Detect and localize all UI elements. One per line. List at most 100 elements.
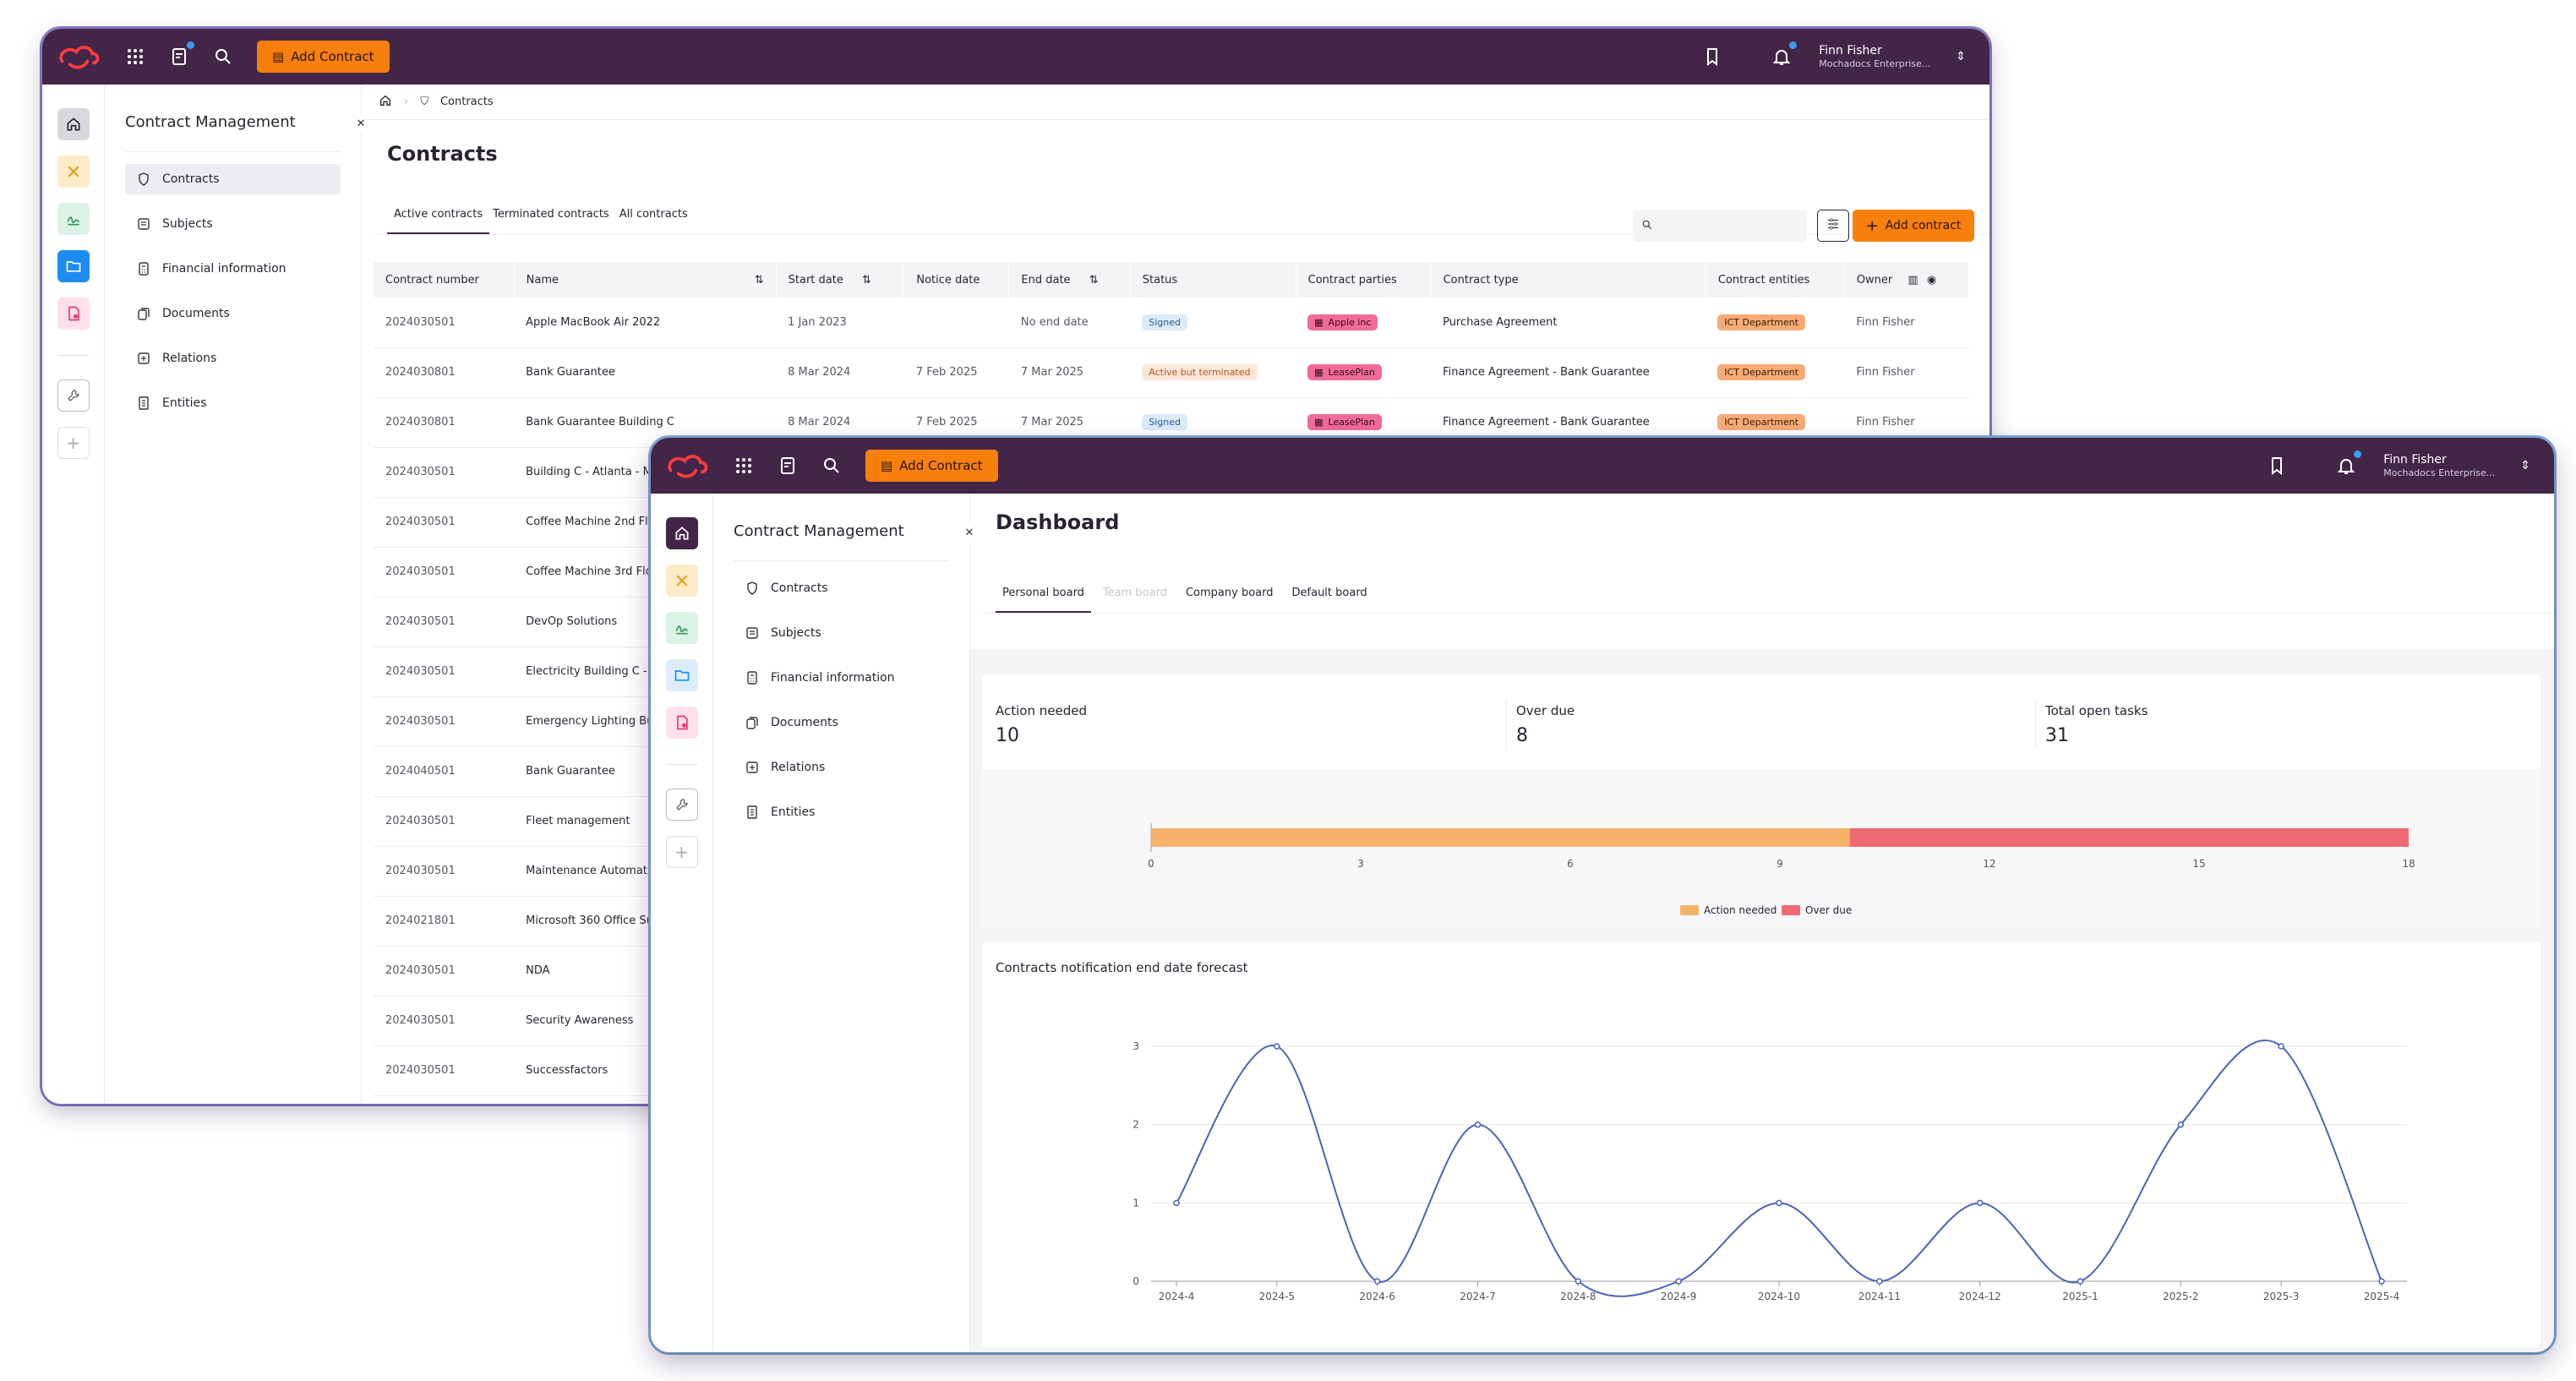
add-contract-button[interactable]: + Add contract [1853, 210, 1974, 242]
column-header[interactable]: Name ⇅ [514, 262, 777, 297]
dashboard-canvas: Action needed 10 Over due 8 Total open tas… [970, 649, 2554, 1352]
search-icon[interactable] [820, 454, 843, 478]
tab-team-board[interactable]: Team board [1102, 587, 1167, 599]
column-header[interactable]: End date ⇅ [1008, 262, 1131, 297]
bookmark-icon[interactable] [1700, 45, 1724, 68]
sidebar-item-entities[interactable]: Entities [734, 797, 949, 827]
sidebar-item-label: Documents [162, 307, 230, 320]
sidebar-item-documents[interactable]: Documents [125, 298, 341, 329]
column-header[interactable]: Status [1130, 262, 1296, 297]
search-input[interactable] [1633, 210, 1807, 242]
tab-company-board[interactable]: Company board [1185, 587, 1274, 599]
sort-icon[interactable]: ⇅ [754, 273, 764, 287]
tab-terminated-contracts[interactable]: Terminated contracts [493, 208, 609, 221]
home-icon[interactable] [57, 108, 90, 140]
folder-icon[interactable] [57, 250, 90, 282]
user-menu[interactable]: Finn Fisher Mochadocs Enterprise... [1819, 44, 1930, 69]
cell-type: Finance Agreement - Bank Guarantee [1431, 347, 1706, 398]
tasks-icon[interactable] [167, 41, 194, 68]
column-header[interactable]: Contract entities [1706, 262, 1845, 297]
tab-personal-board[interactable]: Personal board [996, 587, 1091, 613]
column-header[interactable]: Owner ▥ ◉ [1844, 262, 1970, 297]
stat-total-open-tasks[interactable]: Total open tasks 31 [2045, 703, 2148, 746]
signature-icon[interactable] [57, 203, 90, 235]
app-logo[interactable] [664, 449, 712, 483]
document-add-icon: ▤ [272, 49, 285, 64]
entity-badge[interactable]: ICT Department [1717, 314, 1806, 330]
collapse-sidebar-icon[interactable]: ✕ [351, 113, 371, 134]
sidebar-item-relations[interactable]: Relations [734, 752, 949, 783]
sidebar-item-financial[interactable]: Financial information [734, 663, 949, 693]
add-contract-top-button[interactable]: ▤ Add Contract [865, 450, 998, 482]
tools-icon[interactable] [57, 156, 90, 188]
sidebar-item-financial[interactable]: Financial information [125, 254, 341, 284]
stat-action-needed[interactable]: Action needed 10 [996, 703, 1087, 746]
sort-icon[interactable]: ⇅ [1089, 273, 1099, 287]
add-app-icon[interactable]: + [665, 836, 698, 868]
filter-button[interactable] [1817, 210, 1849, 242]
add-app-icon[interactable]: + [57, 427, 90, 459]
breadcrumb: › ⛉ Contracts [362, 85, 1989, 120]
cell-party: ▦ LeasePlan [1296, 347, 1432, 398]
home-icon[interactable] [665, 517, 698, 549]
party-label: LeasePlan [1328, 367, 1375, 378]
tab-active-contracts[interactable]: Active contracts [387, 208, 490, 234]
building-icon: ▦ [1314, 367, 1323, 378]
party-badge[interactable]: ▦ Apple inc [1307, 314, 1378, 330]
sidebar-item-contracts[interactable]: Contracts [734, 573, 949, 603]
apps-grid-icon[interactable] [123, 45, 147, 68]
tab-default-board[interactable]: Default board [1291, 587, 1367, 599]
forecast-title: Contracts notification end date forecast [996, 960, 1248, 975]
cell-name[interactable]: Bank Guarantee [514, 347, 777, 398]
column-header[interactable]: Contract number [374, 262, 515, 297]
search-icon[interactable] [211, 45, 235, 68]
columns-icon[interactable]: ▥ [1907, 273, 1918, 287]
apps-grid-icon[interactable] [732, 454, 756, 478]
column-header[interactable]: Contract type [1431, 262, 1706, 297]
sidebar-item-relations[interactable]: Relations [125, 343, 341, 374]
sidebar-item-contracts[interactable]: Contracts [125, 164, 341, 194]
tasks-icon[interactable] [776, 454, 800, 478]
column-header[interactable]: Start date ⇅ [776, 262, 905, 297]
party-badge[interactable]: ▦ LeasePlan [1307, 414, 1382, 430]
wrench-icon[interactable] [665, 789, 698, 821]
folder-icon[interactable] [665, 659, 698, 691]
cell-name[interactable]: Bank Guarantee Building C [514, 397, 777, 448]
chevron-updown-icon[interactable]: ⇕ [1956, 49, 1966, 63]
signature-icon[interactable] [665, 612, 698, 644]
breadcrumb-current[interactable]: Contracts [439, 96, 494, 108]
bell-icon[interactable] [2334, 450, 2362, 478]
sidebar-item-entities[interactable]: Entities [125, 388, 341, 418]
bell-icon[interactable] [1770, 41, 1798, 68]
table-row[interactable]: 2024030501 Apple MacBook Air 2022 1 Jan … [374, 297, 1969, 348]
page-title: Dashboard [996, 510, 1120, 534]
sidebar-item-subjects[interactable]: Subjects [125, 209, 341, 239]
party-badge[interactable]: ▦ LeasePlan [1307, 364, 1382, 380]
table-row[interactable]: 2024030801 Bank Guarantee 8 Mar 2024 7 F… [374, 347, 1969, 398]
document-alert-icon[interactable] [665, 707, 698, 739]
chevron-updown-icon[interactable]: ⇕ [2520, 458, 2530, 472]
tab-all-contracts[interactable]: All contracts [619, 208, 688, 221]
eye-icon[interactable]: ◉ [1926, 273, 1937, 287]
cell-name[interactable]: Apple MacBook Air 2022 [514, 297, 777, 348]
legend-over-due[interactable]: Over due [1782, 904, 1852, 916]
wrench-icon[interactable] [57, 379, 90, 412]
bookmark-icon[interactable] [2265, 454, 2289, 478]
stat-over-due[interactable]: Over due 8 [1516, 703, 1575, 746]
home-icon[interactable] [379, 94, 392, 111]
add-contract-top-button[interactable]: ▤ Add Contract [257, 41, 390, 73]
collapse-sidebar-icon[interactable]: ✕ [959, 522, 980, 543]
entity-badge[interactable]: ICT Department [1717, 364, 1806, 380]
column-header[interactable]: Contract parties [1296, 262, 1432, 297]
sidebar-item-documents[interactable]: Documents [734, 707, 949, 738]
sidebar-item-subjects[interactable]: Subjects [734, 618, 949, 648]
document-alert-icon[interactable] [57, 297, 90, 330]
relations-icon [138, 352, 150, 364]
legend-action-needed[interactable]: Action needed [1680, 904, 1776, 916]
tools-icon[interactable] [665, 565, 698, 597]
user-menu[interactable]: Finn Fisher Mochadocs Enterprise... [2383, 453, 2495, 478]
sort-icon[interactable]: ⇅ [861, 273, 871, 287]
column-header[interactable]: Notice date [903, 262, 1010, 297]
app-logo[interactable] [56, 40, 103, 74]
entity-badge[interactable]: ICT Department [1717, 414, 1806, 430]
